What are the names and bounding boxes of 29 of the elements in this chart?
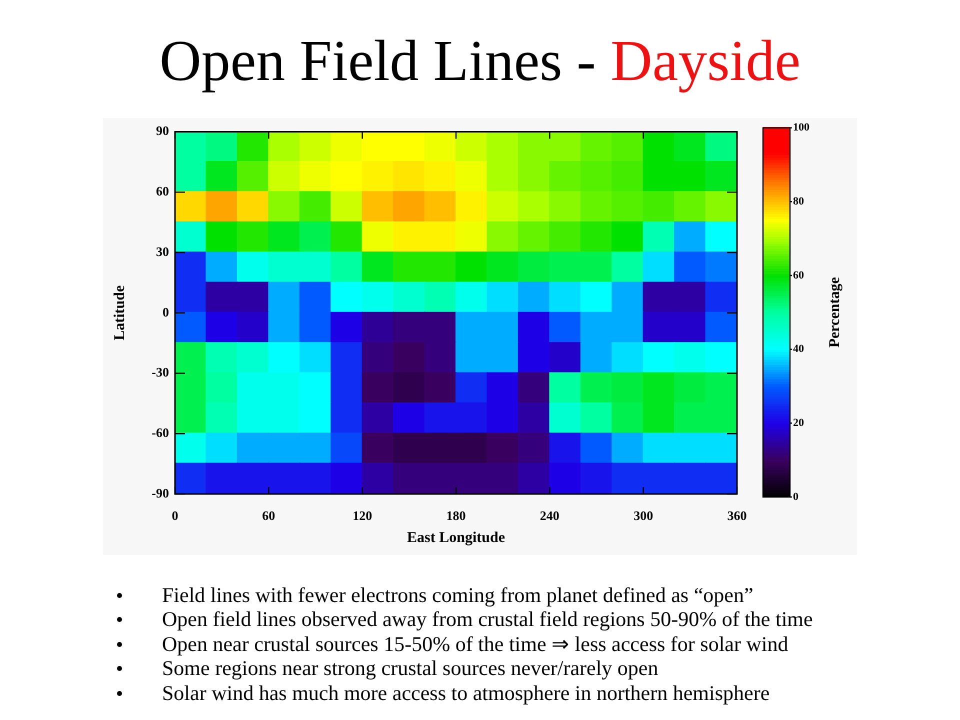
x-tick-label: 120 [352,508,372,524]
text: Solar wind has much more access to atmosphere in northern hemisphere [161,680,771,706]
y-tick-label: -60 [152,424,169,440]
text: Open near crustal sources 15-50% of the time ⇒ less access for solar wind [161,632,790,656]
text: Open field lines observed away from crustal field regions 50-90% of the time [161,607,814,632]
x-tick-label: 240 [540,508,560,524]
y-tick-label: 60 [156,184,169,199]
color-bar-label: 0 [793,490,799,503]
color-bar-label: 100 [793,122,810,134]
y-tick-label: 30 [156,244,169,259]
x-tick-label: 360 [727,508,747,524]
color-bar-label: 40 [793,343,804,356]
x-axis-title: East Longitude [407,530,506,546]
x-tick-label: 180 [446,508,466,524]
y-axis-title: Latitude [112,285,128,340]
x-tick-label: 300 [634,508,654,524]
x-tick-label: 60 [262,508,276,524]
color-bar-label: 60 [793,269,804,282]
y-tick-label: 90 [156,123,169,138]
chart-title: Open Field Lines - Dayside [158,27,802,95]
y-tick-label: -90 [152,485,169,500]
text: Some regions near strong crustal sources never/rarely open [161,656,660,681]
color-bar-label: 80 [793,195,804,208]
text: Field lines with fewer electrons coming from planet defined as “open” [161,583,754,608]
color-bar-title: Percentage [826,276,843,348]
y-tick-label: 0 [162,304,169,320]
color-bar-label: 20 [793,417,804,430]
y-tick-label: -30 [152,364,169,380]
x-tick-label: 0 [172,508,178,524]
